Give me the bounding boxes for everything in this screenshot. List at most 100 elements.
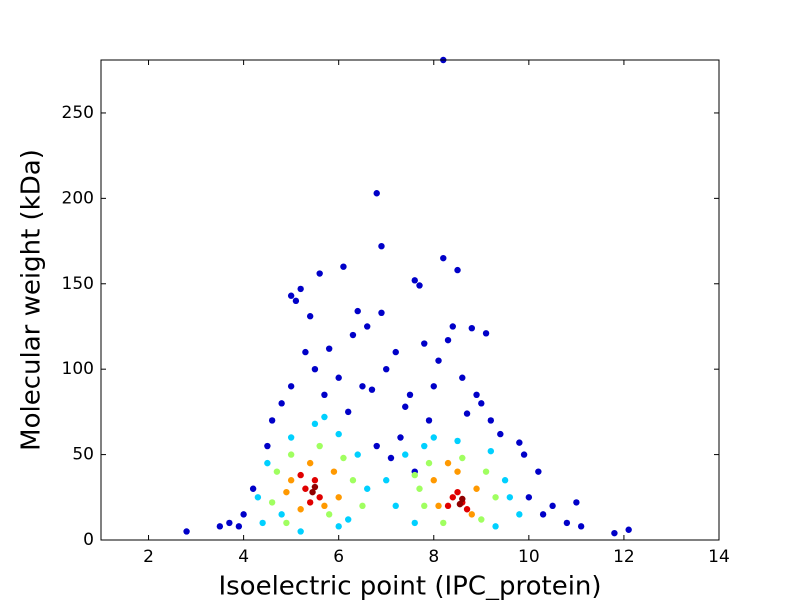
point	[330, 468, 338, 475]
point	[430, 383, 437, 390]
point	[492, 523, 499, 530]
point	[487, 417, 495, 424]
point	[216, 523, 224, 530]
point	[444, 502, 452, 510]
point	[411, 519, 418, 527]
y-tick-label: 200	[62, 188, 94, 208]
point	[440, 519, 447, 527]
x-tick-label: 14	[708, 547, 730, 567]
point	[625, 526, 632, 533]
point	[373, 190, 380, 197]
point	[311, 477, 319, 484]
y-axis-label: Molecular weight (kDa)	[17, 149, 47, 451]
point	[321, 502, 328, 510]
point	[402, 403, 409, 410]
point	[340, 263, 347, 270]
point	[525, 494, 533, 501]
point	[283, 519, 290, 527]
point	[482, 468, 490, 475]
point	[425, 417, 433, 424]
x-tick-label: 6	[333, 547, 344, 567]
point	[311, 365, 319, 373]
x-axis-label: Isoelectric point (IPC_protein)	[218, 572, 601, 600]
point	[287, 292, 295, 299]
point	[345, 408, 352, 416]
point	[416, 485, 423, 492]
point	[392, 502, 399, 510]
point	[373, 442, 380, 450]
point	[563, 519, 571, 527]
point	[359, 383, 366, 390]
point	[321, 391, 328, 399]
x-tick-label: 4	[238, 547, 249, 567]
point	[482, 330, 490, 337]
point	[325, 345, 333, 352]
point	[506, 494, 514, 501]
point	[473, 485, 480, 492]
point	[473, 391, 480, 399]
point	[435, 502, 442, 510]
x-tick-label: 8	[428, 547, 439, 567]
point	[454, 266, 461, 274]
point	[487, 447, 495, 455]
point	[378, 242, 385, 250]
point	[440, 254, 447, 262]
x-tick-label: 12	[613, 547, 635, 567]
y-tick-label: 150	[62, 274, 94, 294]
point	[240, 511, 247, 518]
point	[311, 420, 319, 428]
point	[456, 500, 464, 508]
point	[516, 511, 523, 518]
point	[259, 519, 266, 527]
point	[468, 324, 475, 332]
point	[535, 468, 542, 475]
point	[359, 502, 366, 510]
y-tick-label: 0	[83, 530, 94, 550]
point	[378, 309, 385, 317]
point	[454, 488, 461, 496]
y-tick-label: 100	[62, 359, 94, 379]
point	[449, 323, 456, 330]
point	[430, 477, 437, 484]
point	[316, 442, 323, 450]
point	[349, 331, 357, 339]
point	[444, 459, 452, 467]
point	[520, 451, 528, 458]
point	[335, 430, 342, 438]
point	[316, 270, 323, 277]
point	[364, 323, 371, 330]
point	[249, 485, 257, 492]
point	[278, 511, 285, 518]
point	[430, 434, 437, 441]
point	[497, 430, 504, 438]
point	[435, 357, 442, 364]
point	[302, 485, 309, 492]
point	[468, 511, 475, 518]
point	[354, 307, 361, 315]
point	[478, 516, 485, 523]
point	[411, 277, 418, 284]
point	[501, 477, 509, 484]
point	[264, 442, 271, 450]
point	[383, 477, 390, 484]
point	[368, 386, 376, 393]
point	[463, 506, 471, 513]
point	[183, 528, 190, 535]
point	[383, 365, 390, 373]
point	[287, 451, 295, 458]
point	[235, 523, 243, 530]
point	[321, 413, 328, 421]
point	[549, 502, 556, 510]
point	[444, 336, 452, 344]
point	[297, 285, 304, 293]
point	[340, 454, 347, 462]
point	[273, 468, 281, 475]
point	[283, 488, 290, 496]
point	[354, 451, 361, 458]
y-tick-label: 50	[72, 445, 94, 465]
point	[349, 477, 357, 484]
point	[278, 400, 285, 407]
point	[316, 494, 323, 501]
point	[611, 529, 618, 537]
